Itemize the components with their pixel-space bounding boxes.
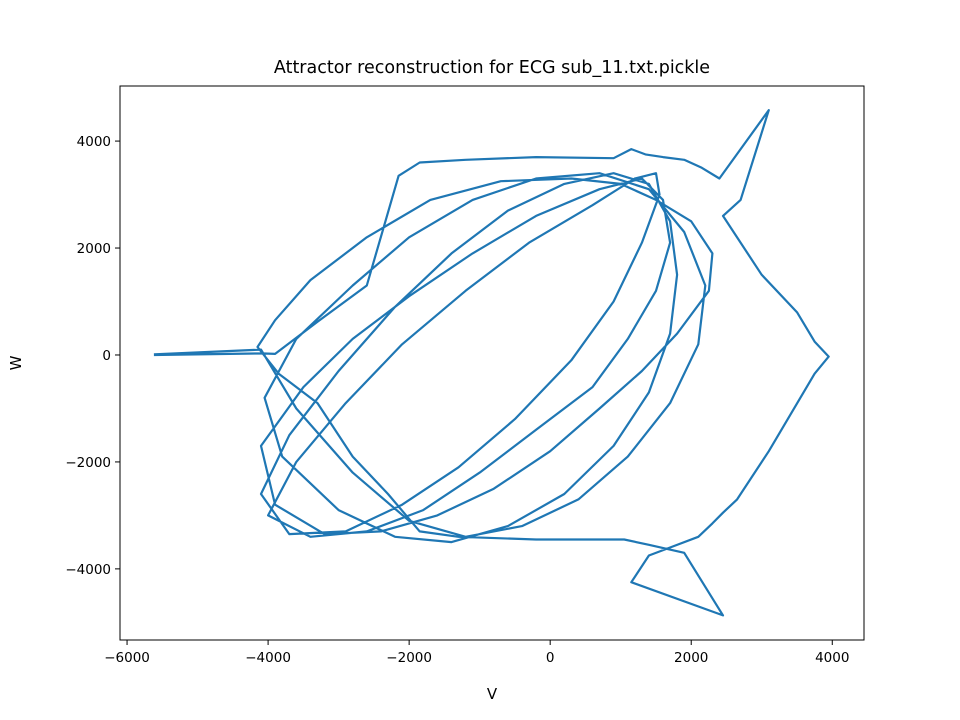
x-tick-label: 0 <box>546 650 555 666</box>
x-axis: −6000 −4000 −2000 0 2000 4000 <box>104 640 849 666</box>
chart-title: Attractor reconstruction for ECG sub_11.… <box>274 58 710 78</box>
x-tick-label: 2000 <box>674 650 708 666</box>
y-tick-label: −2000 <box>65 455 111 471</box>
x-tick-label: −2000 <box>386 650 432 666</box>
x-axis-title: V <box>487 685 498 703</box>
y-tick-label: −4000 <box>65 562 111 578</box>
x-tick-label: −4000 <box>245 650 291 666</box>
y-axis: −4000 −2000 0 2000 4000 <box>65 134 120 578</box>
x-tick-label: 4000 <box>815 650 849 666</box>
series-layer <box>153 108 830 617</box>
y-tick-label: 4000 <box>77 134 111 150</box>
y-tick-label: 0 <box>102 348 111 364</box>
x-tick-label: −6000 <box>104 650 150 666</box>
y-axis-title: W <box>7 355 25 370</box>
plot-frame <box>119 85 865 641</box>
y-tick-label: 2000 <box>77 241 111 257</box>
series-line-0 <box>153 108 830 617</box>
